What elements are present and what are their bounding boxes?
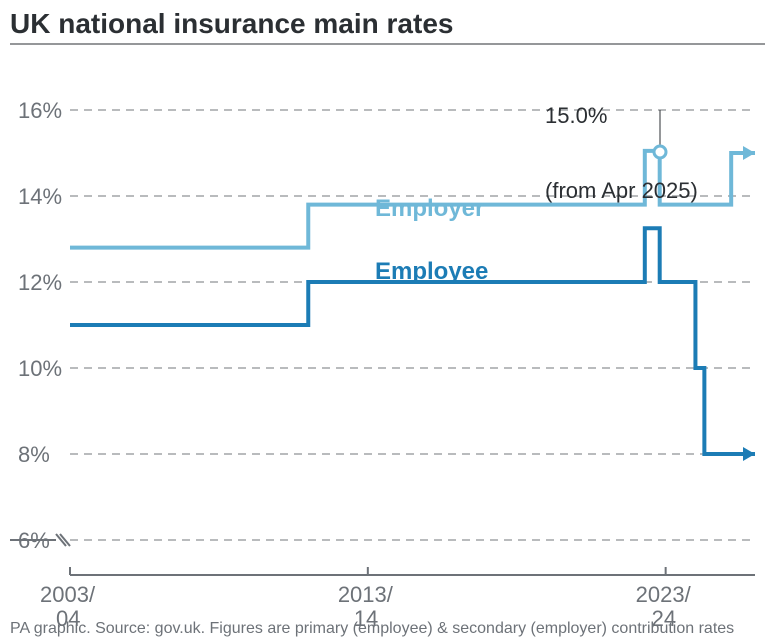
source-footer: PA graphic. Source: gov.uk. Figures are … bbox=[10, 620, 734, 638]
series-label-employer: Employer bbox=[375, 195, 484, 223]
y-tick-label: 10% bbox=[18, 356, 62, 381]
employer-series-arrow-icon bbox=[743, 146, 755, 160]
y-tick-label: 8% bbox=[18, 442, 50, 467]
employee-series-arrow-icon bbox=[743, 447, 755, 461]
y-tick-label: 16% bbox=[18, 98, 62, 123]
y-tick-label: 14% bbox=[18, 184, 62, 209]
series-label-employee: Employee bbox=[375, 258, 488, 286]
callout-annotation: 15.0% (from Apr 2025) bbox=[545, 52, 698, 254]
callout-sub: (from Apr 2025) bbox=[545, 178, 698, 203]
y-tick-label: 12% bbox=[18, 270, 62, 295]
x-tick-label: 2023/ bbox=[636, 582, 692, 607]
x-tick-label: 2013/ bbox=[338, 582, 394, 607]
x-tick-label: 2003/ bbox=[40, 582, 96, 607]
callout-value: 15.0% bbox=[545, 103, 698, 128]
